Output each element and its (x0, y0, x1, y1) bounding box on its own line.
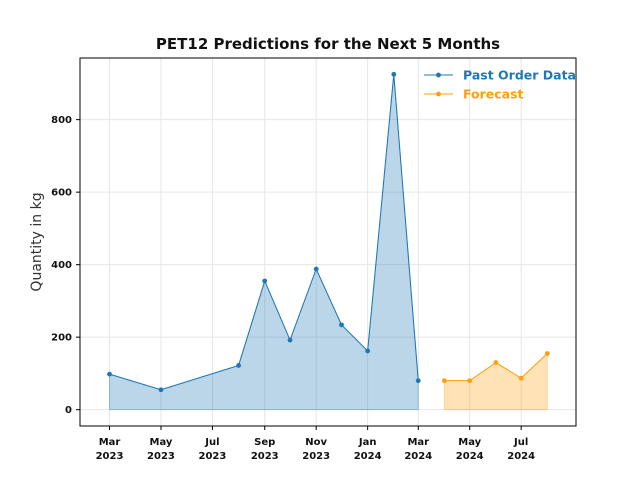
area-past-order-data (109, 74, 419, 411)
legend-label-forecast: Forecast (463, 87, 524, 102)
x-tick-label-year: 2024 (404, 451, 432, 462)
x-tick-label-month: Jul (513, 437, 528, 448)
x-tick-label-month: May (150, 437, 173, 448)
data-point (518, 375, 524, 381)
x-tick-label-year: 2024 (507, 451, 535, 462)
x-tick-label-year: 2023 (96, 451, 124, 462)
y-tick-label: 200 (51, 333, 72, 344)
data-point (442, 378, 447, 384)
x-tick-label-year: 2024 (354, 451, 382, 462)
x-tick-label-year: 2023 (251, 451, 279, 462)
y-tick-label: 800 (51, 115, 72, 126)
y-axis-ticks: 0 200 400 600 800 (51, 115, 80, 416)
plot-series (107, 71, 550, 411)
data-point (158, 387, 164, 393)
x-tick-label-month: May (458, 437, 481, 448)
data-point (107, 371, 112, 377)
x-tick-label-month: Sep (254, 437, 275, 448)
legend: Past Order Data Forecast (424, 68, 576, 102)
x-tick-label-year: 2024 (456, 451, 484, 462)
x-axis-ticks: Mar 2023 May 2023 Jul 2023 Sep 2023 Nov 2023 Jan 20… (96, 426, 535, 462)
data-point (262, 278, 268, 284)
x-tick-label-month: Nov (305, 437, 327, 448)
grid-lines (80, 58, 576, 426)
x-tick-label-month: Jul (204, 437, 219, 448)
y-tick-label: 600 (51, 188, 72, 199)
x-tick-label-year: 2023 (199, 451, 227, 462)
data-point (544, 351, 550, 356)
data-point (339, 322, 344, 328)
plot-frame (79, 57, 577, 427)
y-axis-label: Quantity in kg (29, 192, 45, 291)
data-point (313, 266, 319, 272)
series-line-past-order-data (109, 74, 419, 391)
data-point (493, 360, 499, 365)
chart-title: PET12 Predictions for the Next 5 Months (156, 35, 500, 53)
data-point (415, 378, 421, 384)
x-tick-label-month: Jan (358, 437, 377, 448)
y-tick-label: 0 (65, 405, 72, 416)
legend-label-past-order-data: Past Order Data (463, 68, 576, 83)
data-point (365, 348, 371, 354)
data-point (287, 337, 293, 343)
legend-marker-past-order-data (436, 72, 441, 78)
legend-marker-forecast (436, 91, 441, 97)
x-tick-label-year: 2023 (302, 451, 330, 462)
x-tick-label-month: Mar (407, 437, 429, 448)
x-tick-label-year: 2023 (147, 451, 175, 462)
x-tick-label-month: Mar (99, 437, 121, 448)
data-point (391, 71, 397, 77)
y-tick-label: 400 (51, 260, 72, 271)
data-point (467, 378, 473, 384)
data-point (236, 363, 241, 368)
